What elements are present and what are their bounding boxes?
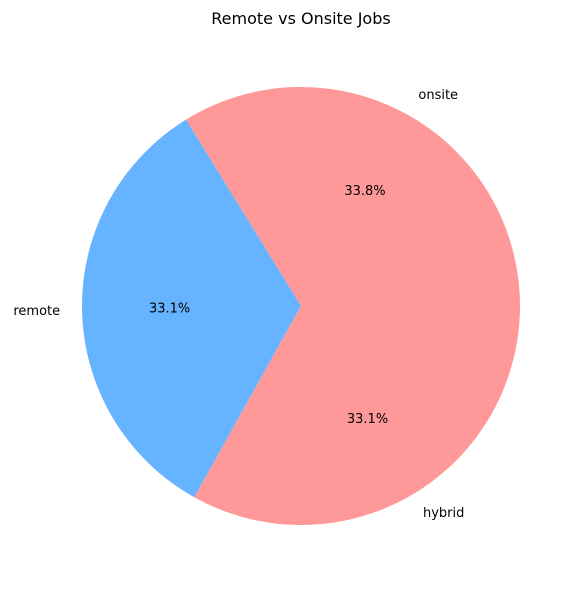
slice-label-hybrid: hybrid xyxy=(423,506,464,521)
slice-label-remote: remote xyxy=(13,304,60,319)
pie-labels: onsite 33.8% remote 33.1% hybrid 33.1% xyxy=(13,88,464,521)
pie-slice-remote xyxy=(82,119,302,498)
chart-title: Remote vs Onsite Jobs xyxy=(211,9,390,28)
pie-slices xyxy=(82,87,520,525)
pie-slice-onsite xyxy=(185,87,520,306)
pie-slice-hybrid xyxy=(194,306,520,525)
slice-percent-hybrid: 33.1% xyxy=(347,412,388,427)
slice-percent-onsite: 33.8% xyxy=(344,184,385,199)
slice-label-onsite: onsite xyxy=(418,88,458,103)
slice-percent-remote: 33.1% xyxy=(149,301,190,316)
